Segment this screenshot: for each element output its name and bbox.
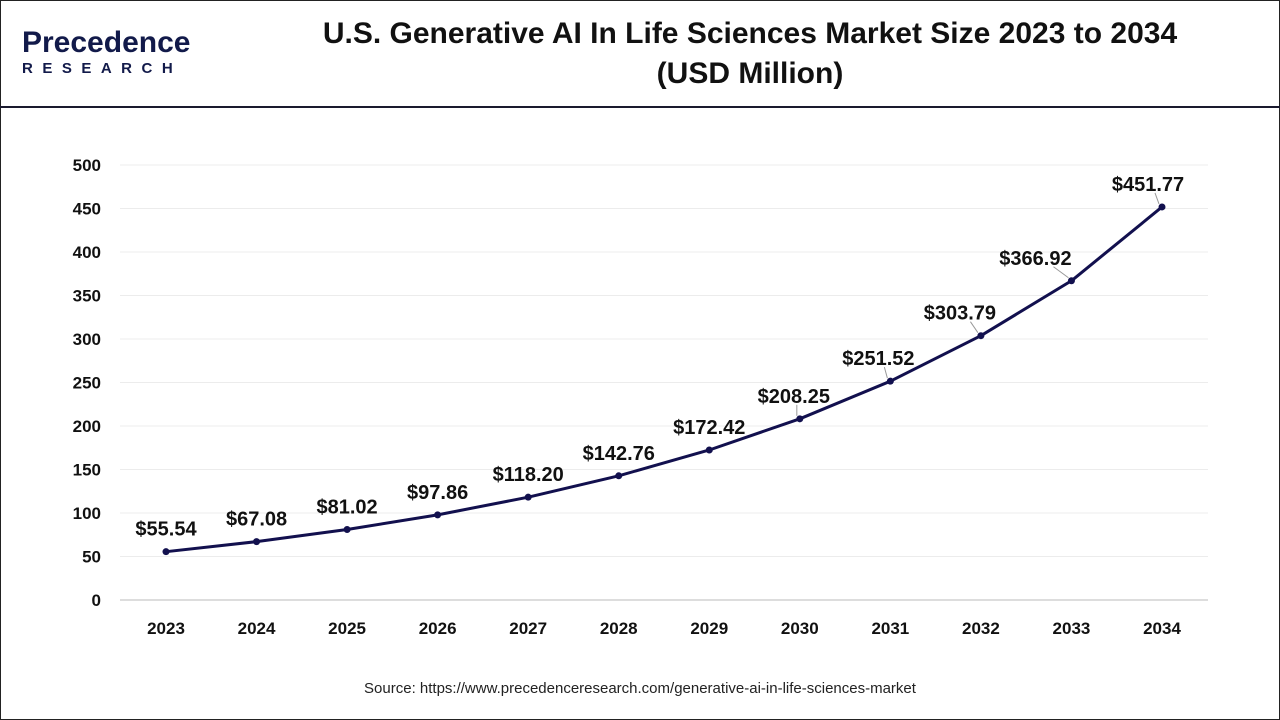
x-tick-label: 2025 (328, 619, 366, 638)
y-tick-label: 100 (73, 504, 101, 523)
data-point (162, 548, 170, 556)
y-tick-label: 250 (73, 374, 101, 393)
data-label: $142.76 (583, 443, 655, 465)
data-label: $451.77 (1112, 174, 1184, 196)
data-label: $303.79 (924, 303, 996, 325)
header: Precedence RESEARCH U.S. Generative AI I… (0, 0, 1280, 108)
y-tick-label: 0 (92, 591, 101, 610)
y-tick-label: 350 (73, 287, 101, 306)
logo-sub: RESEARCH (22, 60, 183, 77)
y-tick-label: 400 (73, 243, 101, 262)
leader-line (1053, 266, 1069, 279)
series-line (165, 205, 1163, 554)
data-label: $55.54 (135, 519, 197, 541)
x-tick-label: 2026 (419, 619, 457, 638)
x-tick-label: 2024 (238, 619, 276, 638)
x-tick-label: 2029 (690, 619, 728, 638)
data-point (796, 415, 804, 423)
y-tick-label: 200 (73, 417, 101, 436)
data-label: $208.25 (758, 386, 830, 408)
data-point (1158, 203, 1166, 211)
y-tick-label: 50 (82, 548, 101, 567)
data-point (524, 493, 532, 501)
data-label: $97.86 (407, 482, 468, 504)
leader-line (1154, 192, 1160, 205)
chart-title: U.S. Generative AI In Life Sciences Mark… (250, 14, 1250, 94)
x-tick-label: 2028 (600, 619, 638, 638)
title-line-1: U.S. Generative AI In Life Sciences Mark… (322, 17, 1178, 50)
data-label: $172.42 (673, 417, 745, 439)
data-point (1067, 277, 1075, 285)
y-tick-label: 450 (73, 200, 101, 219)
data-label: $366.92 (999, 248, 1071, 270)
y-tick-label: 500 (73, 156, 101, 175)
x-tick-label: 2034 (1143, 619, 1181, 638)
data-label: $81.02 (317, 497, 378, 519)
x-tick-label: 2031 (871, 619, 909, 638)
leader-line (969, 321, 979, 333)
y-tick-label: 300 (73, 330, 101, 349)
x-tick-label: 2027 (509, 619, 547, 638)
title-line-2: (USD Million) (656, 57, 844, 90)
source-text: Source: https://www.precedenceresearch.c… (364, 680, 916, 697)
x-tick-label: 2030 (781, 619, 819, 638)
data-point (705, 446, 713, 454)
x-tick-label: 2023 (147, 619, 185, 638)
logo-main: Precedence (22, 26, 191, 59)
data-point (253, 538, 261, 546)
leader-line (883, 367, 888, 379)
data-point (615, 472, 623, 480)
data-label: $118.20 (493, 464, 564, 486)
x-tick-label: 2033 (1053, 619, 1091, 638)
data-point (886, 377, 894, 385)
y-tick-label: 150 (73, 461, 101, 480)
data-point (434, 511, 442, 519)
data-point (343, 526, 351, 534)
x-tick-label: 2032 (962, 619, 1000, 638)
data-label: $67.08 (226, 509, 287, 531)
data-point (977, 332, 985, 340)
data-label: $251.52 (842, 348, 914, 370)
precedence-research-logo: Precedence RESEARCH (22, 26, 191, 78)
